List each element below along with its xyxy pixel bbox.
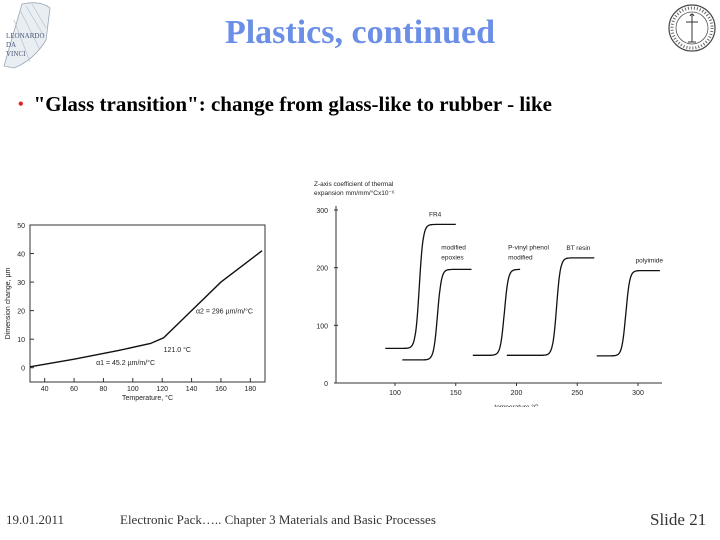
x-tick-label: 160: [215, 386, 227, 393]
series-label: modified: [508, 254, 533, 261]
x-tick-label: 200: [511, 390, 523, 397]
y-tick-label: 0: [324, 381, 328, 388]
series-label: modified: [441, 244, 466, 251]
bullet-icon: •: [18, 96, 24, 113]
x-tick-label: 140: [186, 386, 198, 393]
y-axis-label-line2: expansion mm/mm/°Cx10⁻⁶: [314, 189, 395, 197]
series-curve-modified-epoxies: [402, 268, 472, 361]
x-tick-label: 180: [244, 386, 256, 393]
y-tick-label: 10: [17, 337, 25, 344]
series-label: epoxies: [441, 254, 464, 261]
x-axis-label: Temperature, °C: [122, 394, 173, 402]
series-curve-polyimide: [596, 269, 660, 357]
y-tick-label: 40: [17, 252, 25, 259]
series-curve-fr4: [385, 223, 456, 350]
series-curve-bt-resin: [506, 257, 595, 356]
slide-title: Plastics, continued: [224, 14, 496, 51]
y-tick-label: 20: [17, 309, 25, 316]
expansion-line: [29, 250, 263, 368]
thermal-expansion-chart: 100 150 200 250 300 0 100 200 300 Z-axis coeffici…: [314, 181, 664, 407]
y-tick-label: 50: [17, 223, 25, 230]
x-tick-label: 150: [450, 390, 462, 397]
y-tick-label: 30: [17, 280, 25, 287]
dimension-change-chart: 40 60 80 100 120 140 160 180 0 10 20 30 40 50 Temperat…: [5, 223, 266, 402]
x-axis-label: temperature °C: [494, 403, 538, 407]
series-label: BT resin: [566, 245, 590, 252]
x-tick-label: 250: [571, 390, 583, 397]
x-tick-label: 60: [70, 386, 78, 393]
x-tick-label: 80: [100, 386, 108, 393]
series-label: FR4: [429, 211, 442, 218]
leonardo-da-vinci-logo: LEONARDO DA VINCI: [0, 0, 56, 72]
x-tick-label: 120: [156, 386, 168, 393]
logo-drawing: LEONARDO DA VINCI: [3, 2, 51, 69]
x-tick-label: 100: [127, 386, 139, 393]
footer-course: Electronic Pack….. Chapter 3 Materials a…: [120, 512, 436, 527]
logo-text-3: VINCI: [6, 50, 26, 58]
y-tick-label: 100: [316, 323, 328, 330]
y-axis-label-line1: Z-axis coefficient of thermal: [314, 181, 394, 188]
y-tick-label: 0: [21, 366, 25, 373]
y-axis-label: Dimension change, µm: [5, 267, 12, 339]
alpha2-annotation: α2 = 296 µm/m/°C: [196, 307, 253, 315]
y-tick-label: 200: [316, 266, 328, 273]
footer-date: 19.01.2011: [6, 512, 65, 527]
logo-text-2: DA: [6, 41, 16, 49]
plot-frame: [29, 224, 266, 383]
university-seal-logo: [666, 2, 718, 54]
series-label: P-vinyl phenol: [508, 244, 549, 251]
logo-text-1: LEONARDO: [6, 32, 45, 40]
alpha1-annotation: α1 = 45.2 µm/m/°C: [96, 359, 155, 367]
series-curve-p-vinyl-phenol-modified: [472, 268, 521, 356]
x-tick-label: 100: [389, 390, 401, 397]
slide-number: Slide 21: [650, 510, 707, 529]
bullet-point: • "Glass transition": change from glass-l…: [18, 92, 552, 117]
x-tick-label: 40: [41, 386, 49, 393]
bullet-text: "Glass transition": change from glass-li…: [33, 92, 552, 116]
series-label: polyimide: [636, 258, 664, 265]
y-tick-label: 300: [316, 208, 328, 215]
x-tick-label: 300: [632, 390, 644, 397]
tg-annotation: 121.0 °C: [164, 346, 191, 354]
